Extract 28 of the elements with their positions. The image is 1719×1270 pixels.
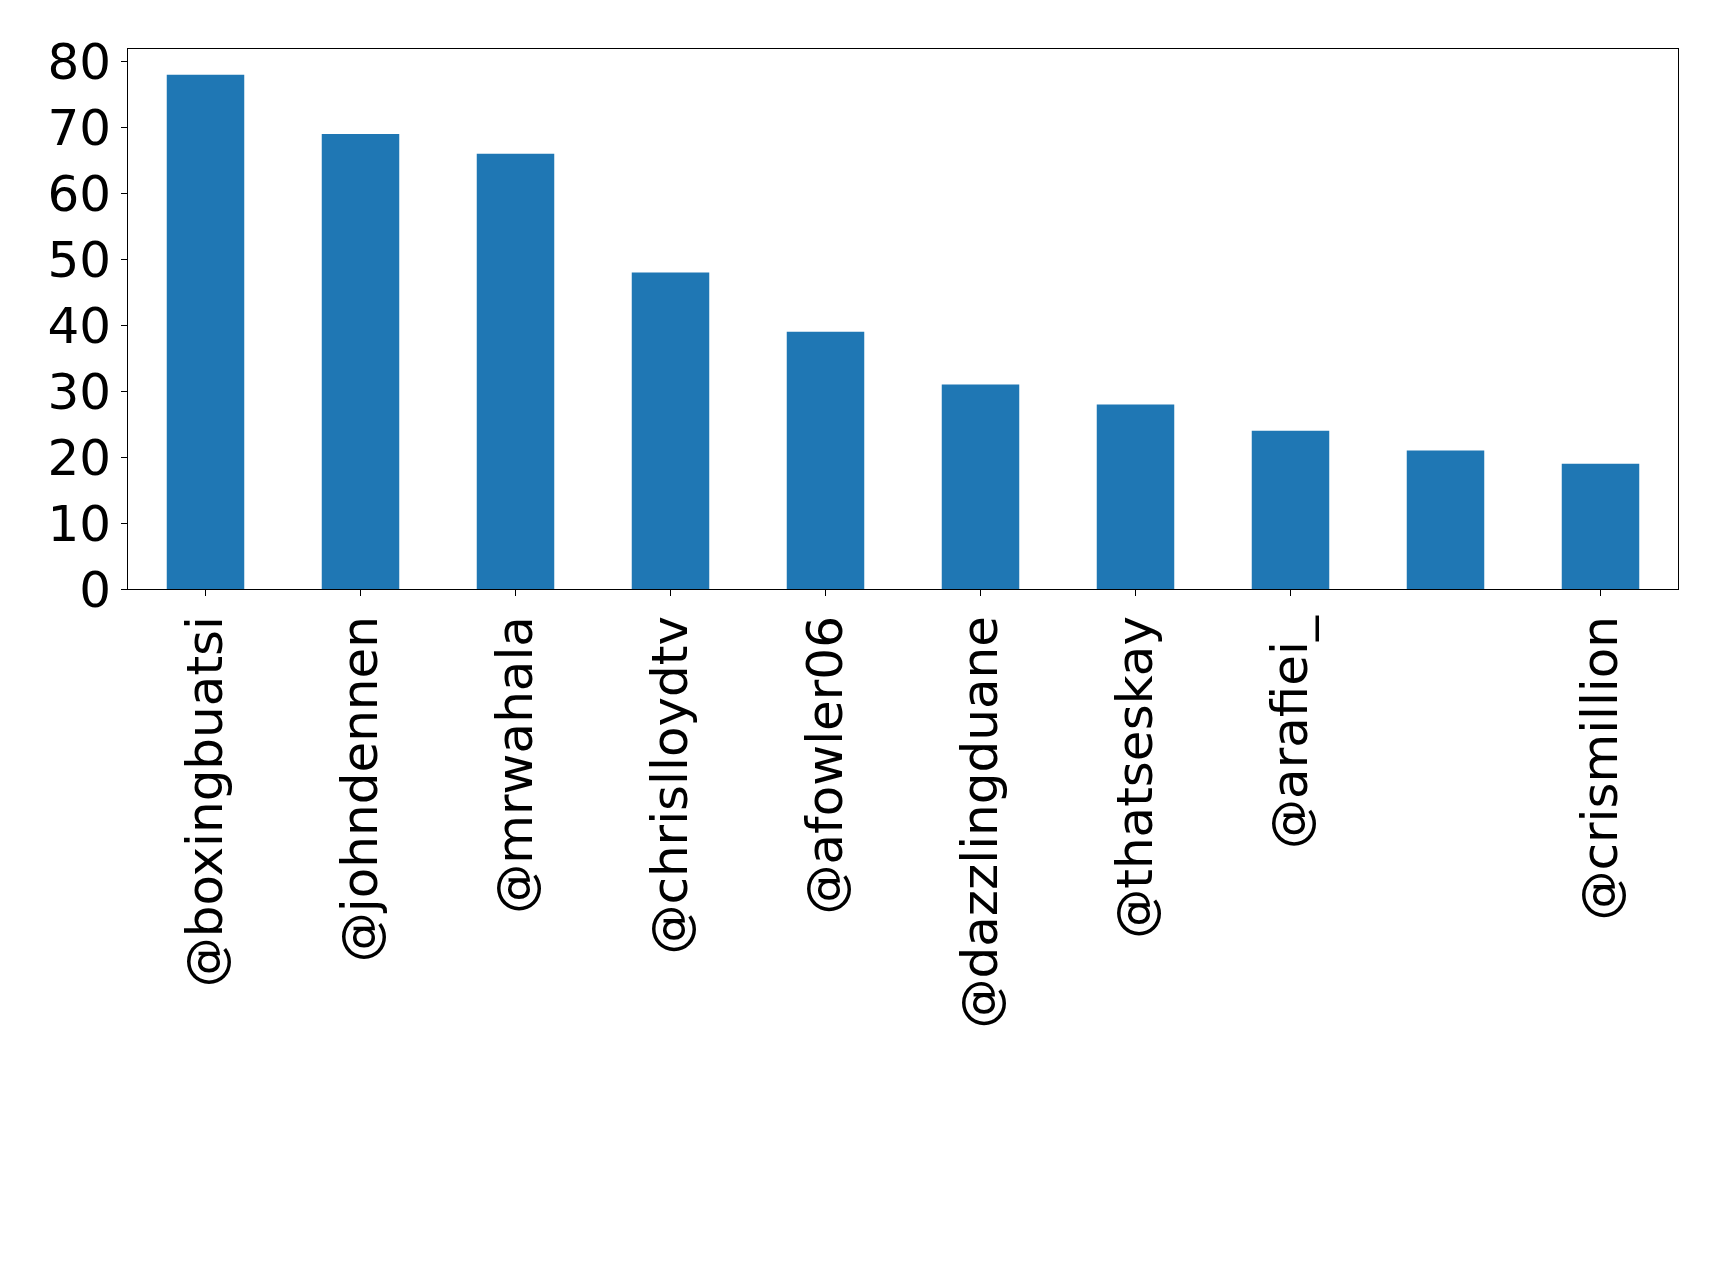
bar [1561, 463, 1640, 589]
y-tick-label: 40 [47, 296, 111, 355]
x-tick-label: @boxingbuatsi [175, 616, 234, 988]
bar [166, 74, 245, 589]
bar [476, 153, 555, 589]
y-tick-label: 10 [47, 494, 111, 553]
x-tick-label: @dazzlingduane [950, 616, 1009, 1029]
y-tick-label: 70 [47, 98, 111, 157]
y-tick-label: 60 [47, 164, 111, 223]
y-tick-label: 80 [47, 33, 111, 92]
bar [631, 272, 710, 589]
x-tick-label: @arafiei_ [1260, 615, 1319, 849]
y-tick-label: 30 [47, 362, 111, 421]
x-tick-label: @mrwahala [485, 616, 544, 914]
y-tick-label: 20 [47, 428, 111, 487]
bar [321, 134, 400, 589]
y-tick-label: 50 [47, 230, 111, 289]
x-tick-label: @crismillion [1570, 616, 1629, 921]
x-tick-label: @afowler06 [795, 616, 854, 915]
y-tick-label: 0 [79, 560, 111, 619]
x-tick-label: @thatseskay [1105, 616, 1164, 939]
bar [1406, 450, 1485, 589]
bar [1251, 430, 1330, 589]
bar [786, 331, 865, 589]
bar [941, 384, 1020, 589]
bar [1096, 404, 1175, 589]
x-tick-label: @johndennen [330, 616, 389, 963]
x-tick-label: @chrislloydtv [640, 616, 699, 955]
